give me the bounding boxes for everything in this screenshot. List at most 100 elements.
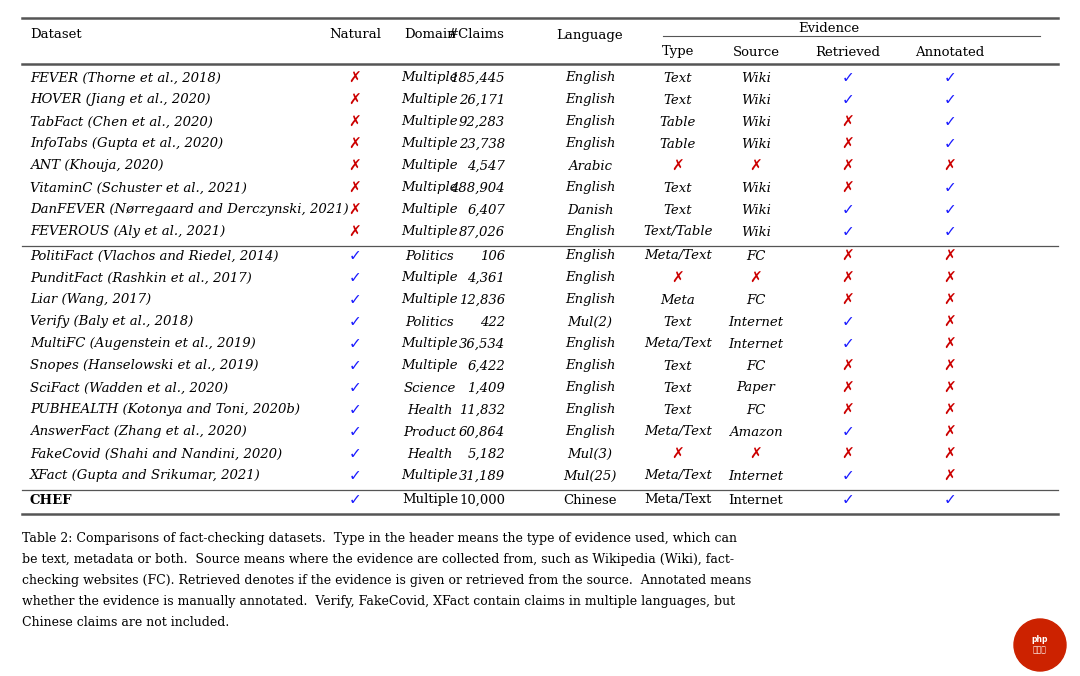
Text: Annotated: Annotated (916, 45, 985, 59)
Text: ✗: ✗ (841, 158, 854, 174)
Text: ✓: ✓ (944, 180, 957, 195)
Text: ✗: ✗ (944, 402, 957, 418)
Text: English: English (565, 360, 616, 372)
Text: Text: Text (664, 72, 692, 84)
Text: Multiple: Multiple (402, 493, 458, 506)
Text: ✓: ✓ (944, 224, 957, 239)
Text: DanFEVER (Nørregaard and Derczynski, 2021): DanFEVER (Nørregaard and Derczynski, 202… (30, 203, 349, 216)
Text: English: English (565, 272, 616, 285)
Text: Verify (Baly et al., 2018): Verify (Baly et al., 2018) (30, 316, 193, 329)
Text: ✓: ✓ (944, 70, 957, 85)
Text: Internet: Internet (728, 337, 784, 350)
Text: English: English (565, 249, 616, 262)
Text: Table: Table (660, 137, 697, 151)
Text: Politics: Politics (406, 316, 455, 329)
Text: 60,864: 60,864 (459, 425, 505, 439)
Text: 10,000: 10,000 (459, 493, 505, 506)
Text: ✗: ✗ (944, 270, 957, 285)
Text: InfoTabs (Gupta et al., 2020): InfoTabs (Gupta et al., 2020) (30, 137, 224, 151)
Text: Politics: Politics (406, 249, 455, 262)
Text: VitaminC (Schuster et al., 2021): VitaminC (Schuster et al., 2021) (30, 181, 247, 195)
Text: 1,409: 1,409 (468, 381, 505, 395)
Text: English: English (565, 425, 616, 439)
Text: ✗: ✗ (944, 358, 957, 374)
Text: SciFact (Wadden et al., 2020): SciFact (Wadden et al., 2020) (30, 381, 228, 395)
Text: Mul(25): Mul(25) (564, 470, 617, 483)
Text: Table: Table (660, 116, 697, 128)
Text: Meta/Text: Meta/Text (644, 337, 712, 350)
Text: FEVER (Thorne et al., 2018): FEVER (Thorne et al., 2018) (30, 72, 221, 84)
Text: ✗: ✗ (349, 203, 362, 218)
Text: ✗: ✗ (841, 180, 854, 195)
Text: CHEF: CHEF (30, 493, 72, 506)
Text: ✓: ✓ (841, 425, 854, 439)
Text: 488,904: 488,904 (450, 181, 505, 195)
Text: Type: Type (662, 45, 694, 59)
Text: Internet: Internet (728, 470, 784, 483)
Text: ✗: ✗ (944, 158, 957, 174)
Text: Natural: Natural (329, 28, 381, 41)
Text: FC: FC (746, 293, 766, 306)
Text: ✓: ✓ (944, 114, 957, 130)
Text: Evidence: Evidence (798, 22, 860, 36)
Text: 4,547: 4,547 (468, 160, 505, 172)
Text: Multiple: Multiple (402, 116, 458, 128)
Text: Domain: Domain (404, 28, 456, 41)
Text: Meta/Text: Meta/Text (645, 493, 712, 506)
Text: ✗: ✗ (841, 270, 854, 285)
Text: Multiple: Multiple (402, 337, 458, 350)
Text: TabFact (Chen et al., 2020): TabFact (Chen et al., 2020) (30, 116, 213, 128)
Text: ✓: ✓ (349, 447, 362, 462)
Text: ✓: ✓ (841, 203, 854, 218)
Text: Text/Table: Text/Table (644, 226, 713, 239)
Text: English: English (565, 381, 616, 395)
Text: ✓: ✓ (841, 493, 854, 508)
Text: Multiple: Multiple (402, 272, 458, 285)
Text: Retrieved: Retrieved (815, 45, 880, 59)
Text: English: English (565, 181, 616, 195)
Text: ✗: ✗ (841, 402, 854, 418)
Text: ✗: ✗ (944, 381, 957, 395)
Text: FC: FC (746, 404, 766, 416)
Text: Multiple: Multiple (402, 470, 458, 483)
Text: English: English (565, 137, 616, 151)
Text: ✗: ✗ (672, 158, 685, 174)
Text: FC: FC (746, 360, 766, 372)
Text: 422: 422 (480, 316, 505, 329)
Text: ✗: ✗ (349, 114, 362, 130)
Text: Wiki: Wiki (741, 181, 771, 195)
Text: ✓: ✓ (349, 270, 362, 285)
Text: ✓: ✓ (944, 93, 957, 107)
Text: ✓: ✓ (944, 203, 957, 218)
Text: 106: 106 (480, 249, 505, 262)
Text: 23,738: 23,738 (459, 137, 505, 151)
Text: PUBHEALTH (Kotonya and Toni, 2020b): PUBHEALTH (Kotonya and Toni, 2020b) (30, 404, 300, 416)
Text: be text, metadata or both.  Source means where the evidence are collected from, : be text, metadata or both. Source means … (22, 553, 734, 566)
Text: ✗: ✗ (349, 180, 362, 195)
Text: ✗: ✗ (349, 93, 362, 107)
Text: ✗: ✗ (841, 137, 854, 151)
Text: English: English (565, 226, 616, 239)
Text: FEVEROUS (Aly et al., 2021): FEVEROUS (Aly et al., 2021) (30, 226, 226, 239)
Text: ✓: ✓ (349, 493, 362, 508)
Text: ✗: ✗ (944, 425, 957, 439)
Text: PunditFact (Rashkin et al., 2017): PunditFact (Rashkin et al., 2017) (30, 272, 252, 285)
Text: AnswerFact (Zhang et al., 2020): AnswerFact (Zhang et al., 2020) (30, 425, 246, 439)
Text: Language: Language (556, 28, 623, 41)
Text: Chinese: Chinese (564, 493, 617, 506)
Text: ✓: ✓ (841, 314, 854, 329)
Text: ✗: ✗ (841, 293, 854, 308)
Text: whether the evidence is manually annotated.  Verify, FakeCovid, XFact contain cl: whether the evidence is manually annotat… (22, 596, 735, 608)
Text: 36,534: 36,534 (459, 337, 505, 350)
Text: 87,026: 87,026 (459, 226, 505, 239)
Text: Liar (Wang, 2017): Liar (Wang, 2017) (30, 293, 151, 306)
Text: ✓: ✓ (841, 93, 854, 107)
Text: ✗: ✗ (944, 447, 957, 462)
Text: Table 2: Comparisons of fact-checking datasets.  Type in the header means the ty: Table 2: Comparisons of fact-checking da… (22, 532, 737, 546)
Text: ✓: ✓ (349, 249, 362, 264)
Text: ✓: ✓ (349, 314, 362, 329)
Text: Source: Source (732, 45, 780, 59)
Text: ✗: ✗ (841, 114, 854, 130)
Text: Danish: Danish (567, 203, 613, 216)
Text: Text: Text (664, 93, 692, 107)
